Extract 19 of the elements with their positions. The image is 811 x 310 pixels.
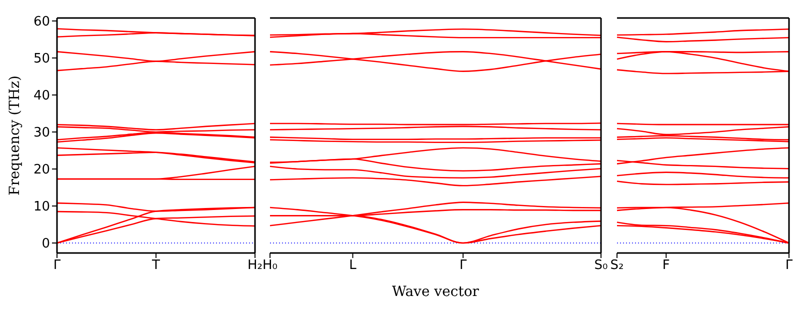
y-tick-label: 0 <box>42 236 50 252</box>
x-tick-label: Γ <box>53 258 62 274</box>
y-axis-title: Frequency (THz) <box>6 75 23 196</box>
y-tick-label: 50 <box>33 52 50 67</box>
y-tick-label: 40 <box>33 88 50 104</box>
x-tick-label: H₀ <box>262 258 278 274</box>
x-tick-label: Γ <box>785 258 794 274</box>
y-tick-label: 30 <box>33 126 50 141</box>
x-tick-label: T <box>151 258 160 274</box>
y-tick-label: 10 <box>33 200 50 215</box>
x-tick-label: H₂ <box>248 258 262 274</box>
x-tick-label: L <box>349 258 358 274</box>
x-axis-title: Wave vector <box>392 284 480 300</box>
x-tick-label: Γ <box>459 258 468 274</box>
y-tick-label: 20 <box>33 162 50 178</box>
y-tick-label: 60 <box>33 14 50 30</box>
x-tick-label: S₀ <box>594 258 608 274</box>
x-tick-label: S₂ <box>610 258 624 274</box>
x-tick-label: F <box>662 258 670 274</box>
